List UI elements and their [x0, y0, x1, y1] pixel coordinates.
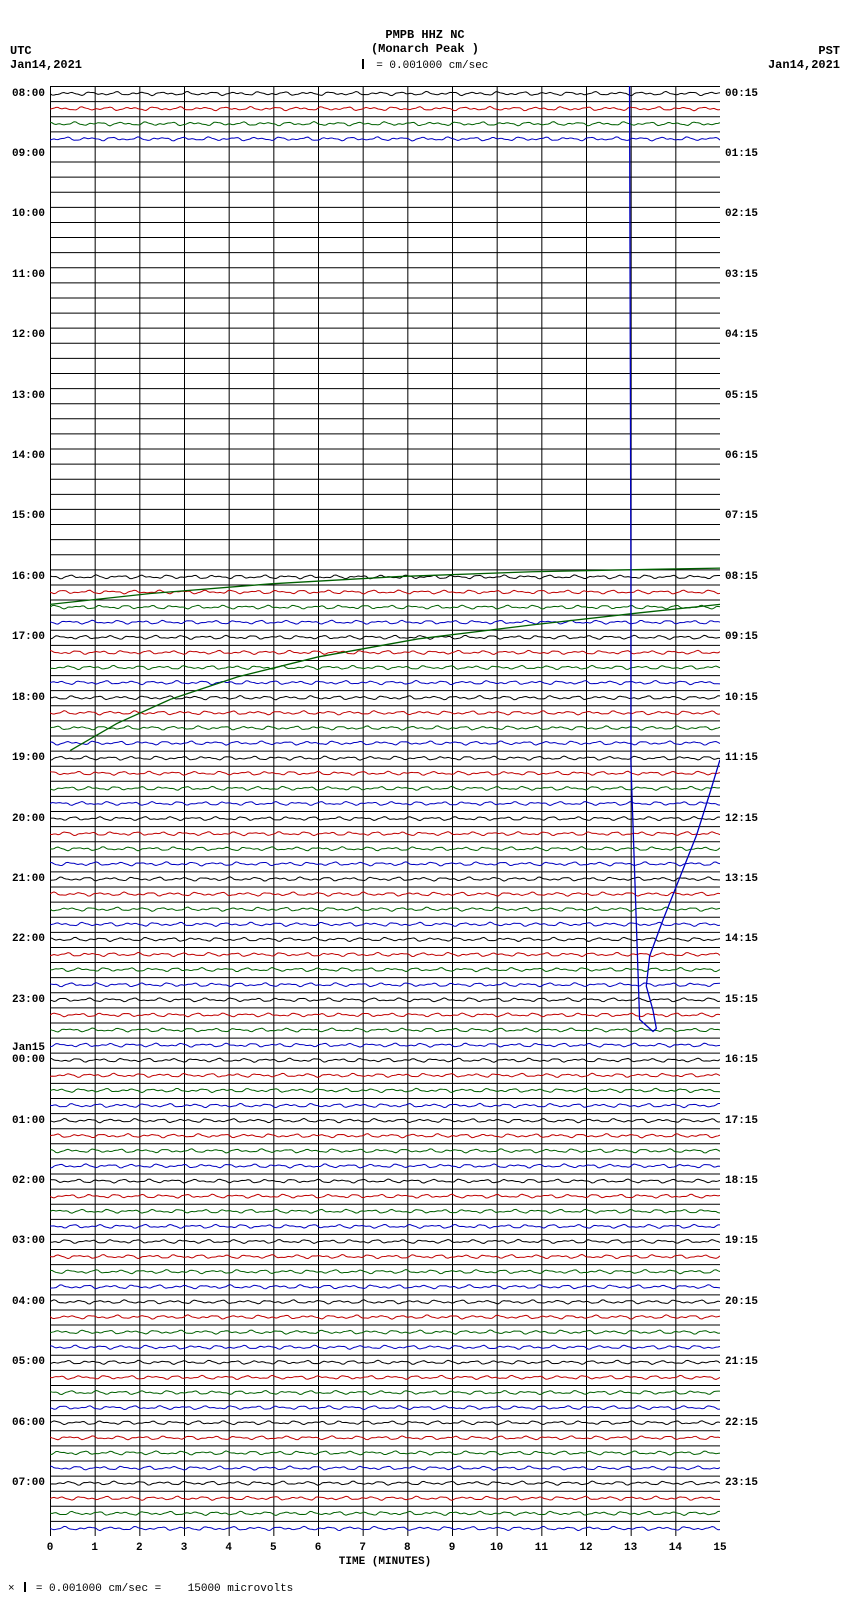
footer-after: 15000 microvolts: [188, 1583, 294, 1595]
utc-hour-label: 02:00: [12, 1175, 45, 1187]
pst-hour-label: 02:15: [725, 208, 758, 220]
pst-hour-label: 14:15: [725, 933, 758, 945]
pst-hour-label: 07:15: [725, 510, 758, 522]
seismogram-plot: 08:0009:0010:0011:0012:0013:0014:0015:00…: [50, 86, 720, 1536]
scale-bar-icon: [362, 59, 364, 69]
utc-hour-label: 14:00: [12, 450, 45, 462]
scale-text: = 0.001000 cm/sec: [376, 60, 488, 72]
utc-hour-label: 06:00: [12, 1417, 45, 1429]
location-line: (Monarch Peak ): [0, 42, 850, 56]
tl-date: Jan14,2021: [10, 58, 82, 72]
scale-line: = 0.001000 cm/sec: [0, 60, 850, 72]
utc-hour-label: 09:00: [12, 148, 45, 160]
utc-hour-label: 16:00: [12, 571, 45, 583]
utc-hour-label: 19:00: [12, 752, 45, 764]
utc-hour-label: 21:00: [12, 873, 45, 885]
utc-hour-label: 00:00: [12, 1054, 45, 1066]
utc-hour-label: 10:00: [12, 208, 45, 220]
x-minute-label: 13: [624, 1542, 637, 1554]
day-marker: Jan15: [12, 1042, 45, 1054]
x-minute-label: 15: [713, 1542, 726, 1554]
utc-hour-label: 18:00: [12, 692, 45, 704]
seismogram-canvas: [50, 86, 720, 1536]
station-line: PMPB HHZ NC: [0, 28, 850, 42]
pst-hour-label: 04:15: [725, 329, 758, 341]
scale-bar-icon: [24, 1582, 26, 1592]
pst-hour-label: 19:15: [725, 1235, 758, 1247]
utc-hour-label: 01:00: [12, 1115, 45, 1127]
pst-hour-label: 09:15: [725, 631, 758, 643]
utc-hour-label: 07:00: [12, 1477, 45, 1489]
x-minute-label: 8: [404, 1542, 411, 1554]
tr-tz: PST: [768, 44, 840, 58]
x-minute-label: 5: [270, 1542, 277, 1554]
x-minute-label: 1: [91, 1542, 98, 1554]
x-minute-label: 0: [47, 1542, 54, 1554]
x-minute-label: 2: [136, 1542, 143, 1554]
x-minute-label: 6: [315, 1542, 322, 1554]
footer-before: = 0.001000 cm/sec =: [36, 1583, 161, 1595]
pst-hour-label: 21:15: [725, 1356, 758, 1368]
pst-hour-label: 17:15: [725, 1115, 758, 1127]
utc-hour-label: 22:00: [12, 933, 45, 945]
x-minute-label: 3: [181, 1542, 188, 1554]
pst-hour-label: 12:15: [725, 813, 758, 825]
pst-hour-label: 15:15: [725, 994, 758, 1006]
x-minute-label: 14: [669, 1542, 682, 1554]
footer: × = 0.001000 cm/sec = 15000 microvolts: [8, 1583, 293, 1595]
pst-hour-label: 16:15: [725, 1054, 758, 1066]
pst-hour-label: 20:15: [725, 1296, 758, 1308]
pst-hour-label: 06:15: [725, 450, 758, 462]
header: PMPB HHZ NC (Monarch Peak ) = 0.001000 c…: [0, 0, 850, 72]
utc-hour-label: 13:00: [12, 390, 45, 402]
x-minute-label: 4: [225, 1542, 232, 1554]
tl-tz: UTC: [10, 44, 82, 58]
x-minute-label: 9: [449, 1542, 456, 1554]
utc-hour-label: 08:00: [12, 88, 45, 100]
pst-hour-label: 01:15: [725, 148, 758, 160]
pst-hour-label: 03:15: [725, 269, 758, 281]
utc-hour-label: 04:00: [12, 1296, 45, 1308]
utc-hour-label: 17:00: [12, 631, 45, 643]
pst-hour-label: 08:15: [725, 571, 758, 583]
utc-hour-label: 11:00: [12, 269, 45, 281]
pst-hour-label: 13:15: [725, 873, 758, 885]
corner-top-left: UTC Jan14,2021: [10, 44, 82, 72]
utc-hour-label: 20:00: [12, 813, 45, 825]
utc-hour-label: 23:00: [12, 994, 45, 1006]
utc-hour-label: 05:00: [12, 1356, 45, 1368]
pst-hour-label: 18:15: [725, 1175, 758, 1187]
pst-hour-label: 23:15: [725, 1477, 758, 1489]
footer-prefix: ×: [8, 1583, 15, 1595]
pst-hour-label: 22:15: [725, 1417, 758, 1429]
pst-hour-label: 00:15: [725, 88, 758, 100]
x-minute-label: 7: [359, 1542, 366, 1554]
x-minute-label: 10: [490, 1542, 503, 1554]
x-minute-label: 11: [535, 1542, 548, 1554]
corner-top-right: PST Jan14,2021: [768, 44, 840, 72]
pst-hour-label: 10:15: [725, 692, 758, 704]
pst-hour-label: 05:15: [725, 390, 758, 402]
tr-date: Jan14,2021: [768, 58, 840, 72]
utc-hour-label: 03:00: [12, 1235, 45, 1247]
x-axis-title: TIME (MINUTES): [339, 1556, 431, 1568]
utc-hour-label: 15:00: [12, 510, 45, 522]
pst-hour-label: 11:15: [725, 752, 758, 764]
utc-hour-label: 12:00: [12, 329, 45, 341]
x-minute-label: 12: [579, 1542, 592, 1554]
